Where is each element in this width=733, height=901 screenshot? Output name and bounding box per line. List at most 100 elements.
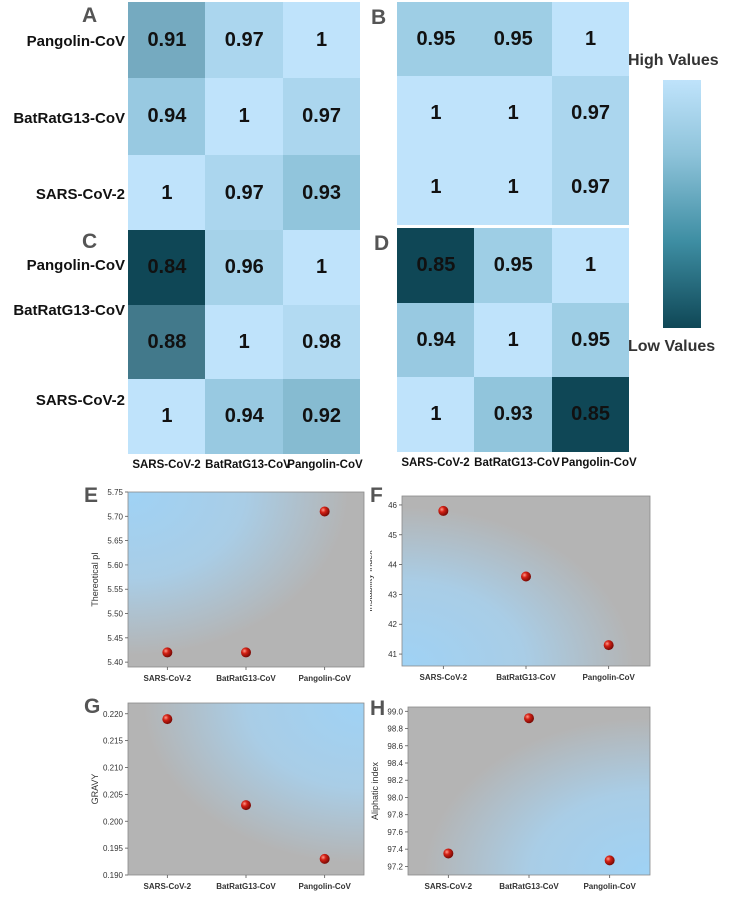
- data-point: [241, 800, 251, 811]
- heatmap-cell: 0.98: [282, 304, 361, 380]
- scatter-chart-g: 0.190 0.195 0.200 0.205 0.210 0.215 0.220 GRAVY…: [90, 702, 365, 891]
- heatmap-cell: 1: [205, 78, 284, 156]
- heatmap-cell: 0.85: [397, 228, 475, 304]
- plot-area: [127, 491, 365, 668]
- y-tick-label: 5.70: [107, 512, 123, 521]
- y-tick-label: 5.65: [107, 537, 123, 546]
- y-axis-label: Aliphatic index: [370, 761, 380, 820]
- x-tick-label: BatRatG13-CoV: [216, 674, 276, 683]
- heatmap-cell: 1: [474, 302, 553, 378]
- x-tick-label: SARS-CoV-2: [425, 882, 473, 891]
- x-tick-label: SARS-CoV-2: [420, 673, 468, 682]
- data-point: [603, 640, 614, 651]
- panel-label-b: B: [371, 6, 387, 29]
- y-tick-label: 0.220: [103, 710, 124, 719]
- heatmap-cell: 1: [474, 150, 553, 225]
- data-point: [319, 506, 330, 517]
- heatmap-cell: 1: [474, 76, 553, 151]
- data-point: [438, 505, 449, 516]
- heatmap-cell: 0.94: [128, 78, 206, 156]
- heatmap-cell: 0.96: [205, 230, 284, 306]
- col-label-sars-c: SARS-CoV-2: [132, 459, 201, 471]
- heatmap-cell: 1: [205, 304, 284, 380]
- col-label-pangolin-d: Pangolin-CoV: [561, 457, 637, 469]
- data-point: [162, 647, 173, 658]
- heatmap-cell: 0.91: [128, 2, 206, 79]
- legend-color-bar: [663, 80, 701, 328]
- x-tick-label: Pangolin-CoV: [582, 673, 635, 682]
- heatmap-cell: 0.94: [397, 302, 475, 378]
- data-point: [241, 647, 251, 658]
- heatmap-cell: 0.88: [128, 304, 206, 380]
- heatmap-cell: 1: [282, 2, 361, 79]
- x-tick-label: BatRatG13-CoV: [499, 882, 559, 891]
- y-tick-label: 97.6: [387, 828, 403, 837]
- y-tick-label: 0.200: [103, 817, 124, 826]
- y-tick-label: 0.215: [103, 737, 124, 746]
- y-tick-label: 97.2: [387, 862, 403, 871]
- row-label-pangolin-bottom: Pangolin-CoV: [26, 257, 125, 274]
- y-tick-label: 45: [388, 531, 397, 540]
- col-label-batratg13-d: BatRatG13-CoV: [474, 457, 560, 469]
- y-tick-label: 5.50: [107, 610, 123, 619]
- data-point: [162, 714, 173, 725]
- y-tick-label: 43: [388, 590, 397, 599]
- heatmap-c: 0.84 0.96 1 0.88 1 0.98 1 0.94 0.92: [128, 230, 361, 455]
- y-tick-label: 98.8: [387, 725, 403, 734]
- panel-label-f: F: [370, 484, 383, 507]
- heatmap-cell: 0.84: [128, 230, 206, 306]
- y-axis-label: GRAVY: [90, 774, 100, 805]
- x-tick-label: Pangolin-CoV: [583, 882, 636, 891]
- panel-label-e: E: [84, 484, 99, 507]
- panel-label-h: H: [370, 697, 386, 720]
- heatmap-cell: 0.97: [205, 154, 284, 232]
- panel-label-g: G: [84, 695, 101, 718]
- y-tick-label: 98.4: [387, 759, 403, 768]
- y-tick-label: 97.8: [387, 811, 403, 820]
- y-tick-label: 0.210: [103, 764, 124, 773]
- heatmap-cell: 0.97: [282, 78, 361, 156]
- data-point: [319, 853, 330, 864]
- col-label-batratg13-c: BatRatG13-CoV: [205, 459, 291, 471]
- scatter-chart-f: 41 42 43 44 45 46 Instability index SARS-CoV-2 B…: [370, 495, 651, 682]
- y-tick-label: 97.4: [387, 845, 403, 854]
- y-tick-label: 0.190: [103, 871, 124, 880]
- heatmap-cell: 0.94: [205, 379, 284, 455]
- row-label-sars-top: SARS-CoV-2: [35, 186, 125, 203]
- col-label-pangolin-c: Pangolin-CoV: [287, 459, 363, 471]
- x-tick-label: SARS-CoV-2: [144, 882, 192, 891]
- y-tick-label: 5.60: [107, 561, 123, 570]
- y-tick-label: 99.0: [387, 707, 403, 716]
- legend-high-label: High Values: [628, 52, 719, 69]
- heatmap-cell: 0.93: [474, 377, 553, 453]
- heatmap-cell: 0.95: [551, 302, 630, 378]
- plot-area: [127, 702, 365, 876]
- row-label-pangolin-top: Pangolin-CoV: [26, 33, 125, 50]
- heatmap-cell: 1: [551, 2, 630, 77]
- heatmap-cell: 1: [128, 154, 206, 232]
- x-tick-label: Pangolin-CoV: [298, 882, 351, 891]
- row-label-sars-bottom: SARS-CoV-2: [35, 392, 125, 409]
- y-axis-label: Instability index: [370, 550, 374, 612]
- x-tick-label: SARS-CoV-2: [144, 674, 192, 683]
- heatmap-cell: 1: [282, 230, 361, 306]
- row-label-batratg13-top: BatRatG13-CoV: [13, 110, 125, 127]
- x-tick-label: BatRatG13-CoV: [496, 673, 556, 682]
- heatmap-cell: 0.95: [474, 228, 553, 304]
- heatmap-cell: 1: [397, 377, 475, 453]
- y-tick-label: 46: [388, 501, 397, 510]
- row-label-batratg13-bottom: BatRatG13-CoV: [13, 302, 125, 319]
- x-tick-label: BatRatG13-CoV: [216, 882, 276, 891]
- heatmap-a: 0.91 0.97 1 0.94 1 0.97 1 0.97 0.93: [128, 2, 361, 232]
- x-tick-label: Pangolin-CoV: [298, 674, 351, 683]
- heatmap-cell: 0.97: [551, 76, 630, 151]
- data-point: [521, 571, 531, 582]
- y-tick-label: 5.75: [107, 488, 123, 497]
- y-tick-label: 42: [388, 620, 397, 629]
- col-label-sars-d: SARS-CoV-2: [401, 457, 470, 469]
- heatmap-cell: 1: [397, 76, 475, 151]
- heatmap-d: 0.85 0.95 1 0.94 1 0.95 1 0.93 0.85: [397, 228, 630, 453]
- scatter-chart-h: 97.2 97.4 97.6 97.8 98.0 98.2 98.4 98.6 98.8 99.0…: [370, 706, 651, 891]
- panel-label-d: D: [374, 232, 390, 255]
- y-tick-label: 5.45: [107, 634, 123, 643]
